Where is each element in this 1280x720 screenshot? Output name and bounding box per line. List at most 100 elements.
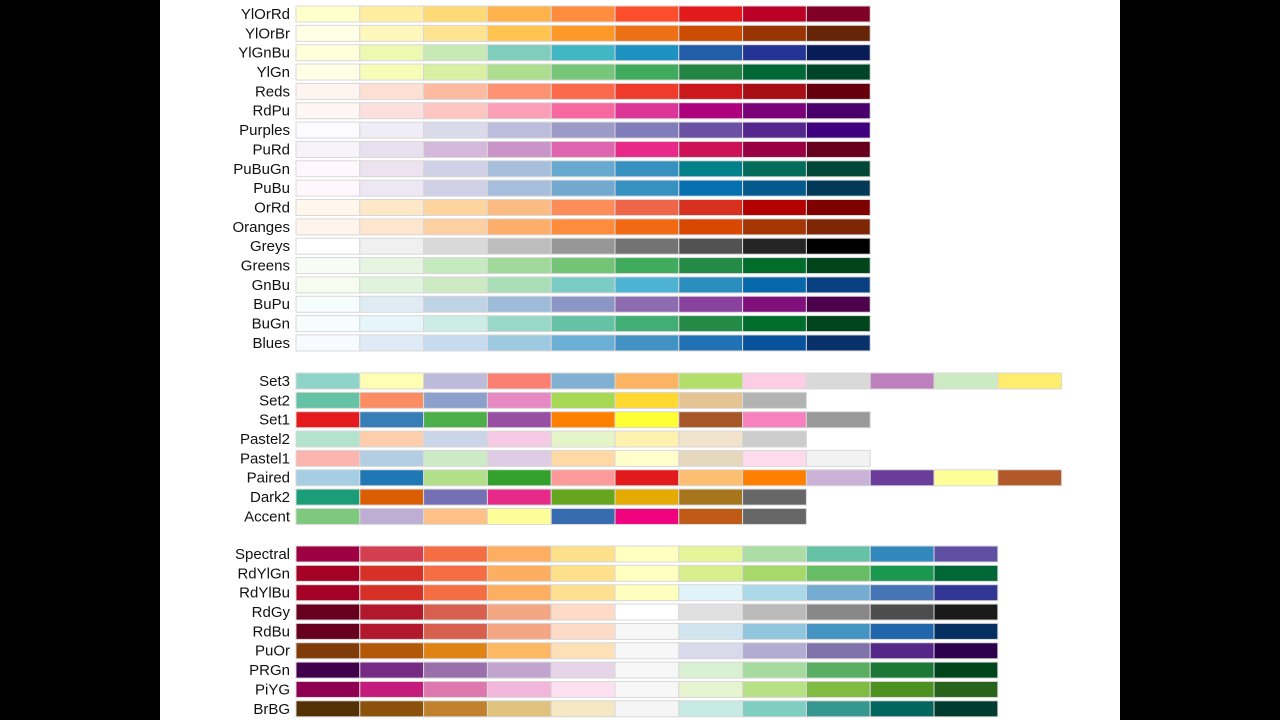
color-swatch (550, 24, 616, 42)
color-swatch (614, 642, 680, 660)
color-swatch (423, 199, 488, 216)
color-swatch (805, 102, 871, 120)
color-swatch (550, 63, 616, 81)
color-swatch (359, 584, 425, 602)
color-swatch (678, 680, 744, 698)
color-swatch (550, 603, 616, 621)
color-swatch (295, 257, 361, 275)
color-swatch (359, 488, 425, 506)
color-swatch (614, 160, 680, 178)
color-swatch (359, 160, 425, 178)
color-swatch (678, 237, 744, 255)
color-swatch (423, 507, 488, 525)
color-swatch (614, 603, 680, 621)
color-swatch (614, 218, 680, 236)
color-swatch (933, 372, 999, 390)
color-swatch (678, 160, 744, 178)
color-swatch (295, 63, 361, 81)
palette-name: RdYlBu (239, 585, 290, 602)
color-swatch (742, 334, 807, 352)
color-swatch (295, 700, 361, 718)
color-swatch (359, 507, 425, 525)
color-swatch (678, 488, 744, 506)
palette-name: GnBu (252, 277, 290, 294)
color-swatch (805, 218, 871, 236)
left-bar (0, 0, 160, 720)
color-swatch (805, 603, 871, 621)
color-swatch (742, 315, 807, 333)
color-swatch (295, 449, 361, 467)
color-swatch (997, 372, 1063, 390)
color-swatch (614, 564, 680, 582)
color-swatch (486, 257, 552, 275)
color-swatch (805, 237, 871, 255)
color-swatch (550, 160, 616, 178)
color-swatch (423, 295, 488, 313)
color-swatch (423, 391, 488, 409)
color-swatch (678, 199, 744, 216)
color-swatch (423, 545, 488, 563)
color-swatch (423, 411, 488, 429)
palette-name: BuGn (252, 316, 290, 333)
color-swatch (486, 622, 552, 640)
color-swatch (614, 449, 680, 467)
right-bar (1120, 0, 1280, 720)
color-swatch (805, 584, 871, 602)
color-swatch (486, 295, 552, 313)
color-swatch (359, 199, 425, 216)
color-swatch (805, 160, 871, 178)
color-swatch (295, 372, 361, 390)
color-swatch (742, 44, 807, 62)
color-swatch (614, 179, 680, 197)
color-swatch (486, 411, 552, 429)
color-swatch (423, 661, 488, 679)
color-swatch (295, 315, 361, 333)
color-swatch (359, 411, 425, 429)
color-swatch (359, 82, 425, 100)
color-swatch (550, 199, 616, 216)
palette-name: PuBuGn (233, 161, 290, 178)
color-swatch (614, 545, 680, 563)
color-swatch (614, 661, 680, 679)
color-swatch (423, 44, 488, 62)
color-swatch (614, 44, 680, 62)
color-swatch (486, 5, 552, 23)
color-swatch (678, 295, 744, 313)
palette-name: Greens (241, 258, 290, 275)
palette-name: Dark2 (250, 489, 290, 506)
color-swatch (486, 372, 552, 390)
color-swatch (295, 430, 361, 448)
color-swatch (359, 680, 425, 698)
palette-name: Reds (255, 83, 290, 100)
color-swatch (423, 603, 488, 621)
color-swatch (742, 63, 807, 81)
color-swatch (550, 140, 616, 158)
color-swatch (359, 218, 425, 236)
color-swatch (678, 257, 744, 275)
color-swatch (359, 622, 425, 640)
color-swatch (933, 680, 999, 698)
color-swatch (486, 121, 552, 139)
color-swatch (550, 545, 616, 563)
color-swatch (550, 391, 616, 409)
color-swatch (295, 622, 361, 640)
color-swatch (423, 140, 488, 158)
color-swatch (359, 603, 425, 621)
color-swatch (359, 661, 425, 679)
color-swatch (933, 603, 999, 621)
color-swatch (423, 257, 488, 275)
color-swatch (614, 24, 680, 42)
color-swatch (869, 642, 935, 660)
color-swatch (295, 642, 361, 660)
color-swatch (742, 82, 807, 100)
color-swatch (423, 334, 488, 352)
color-swatch (678, 218, 744, 236)
color-swatch (295, 334, 361, 352)
palette-name: RdPu (252, 103, 290, 120)
color-swatch (805, 661, 871, 679)
color-swatch (869, 584, 935, 602)
color-swatch (805, 24, 871, 42)
color-swatch (805, 411, 871, 429)
color-swatch (423, 121, 488, 139)
color-swatch (678, 545, 744, 563)
